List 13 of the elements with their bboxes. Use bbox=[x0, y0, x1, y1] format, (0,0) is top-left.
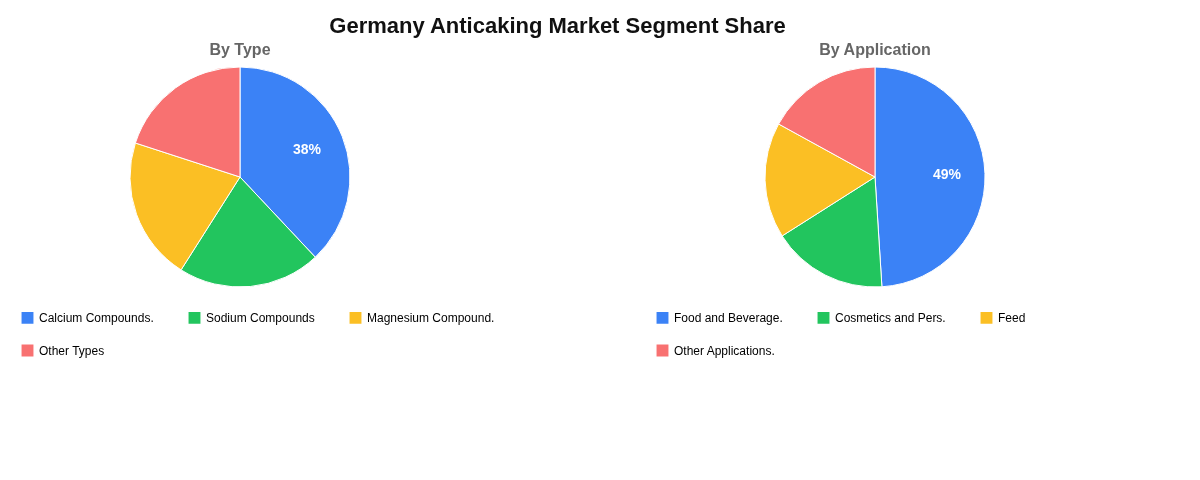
chart-subtitle: By Application bbox=[819, 41, 931, 58]
chart-subtitle: By Type bbox=[209, 41, 271, 58]
legend-label: Other Applications. bbox=[674, 343, 775, 358]
legend-label: Sodium Compounds bbox=[206, 310, 315, 325]
data-label: 38% bbox=[292, 141, 322, 158]
legend-label: Calcium Compounds. bbox=[39, 310, 154, 325]
text: Germany Anticaking Market Segment Share bbox=[329, 13, 786, 38]
legend-label: Cosmetics and Pers. bbox=[835, 310, 946, 325]
legend-label: Other Types bbox=[39, 343, 105, 358]
data-label: 49% bbox=[932, 165, 962, 182]
legend-label: Food and Beverage. bbox=[674, 310, 783, 325]
legend-label: Magnesium Compound. bbox=[367, 310, 495, 325]
legend-label: Feed bbox=[998, 310, 1026, 325]
